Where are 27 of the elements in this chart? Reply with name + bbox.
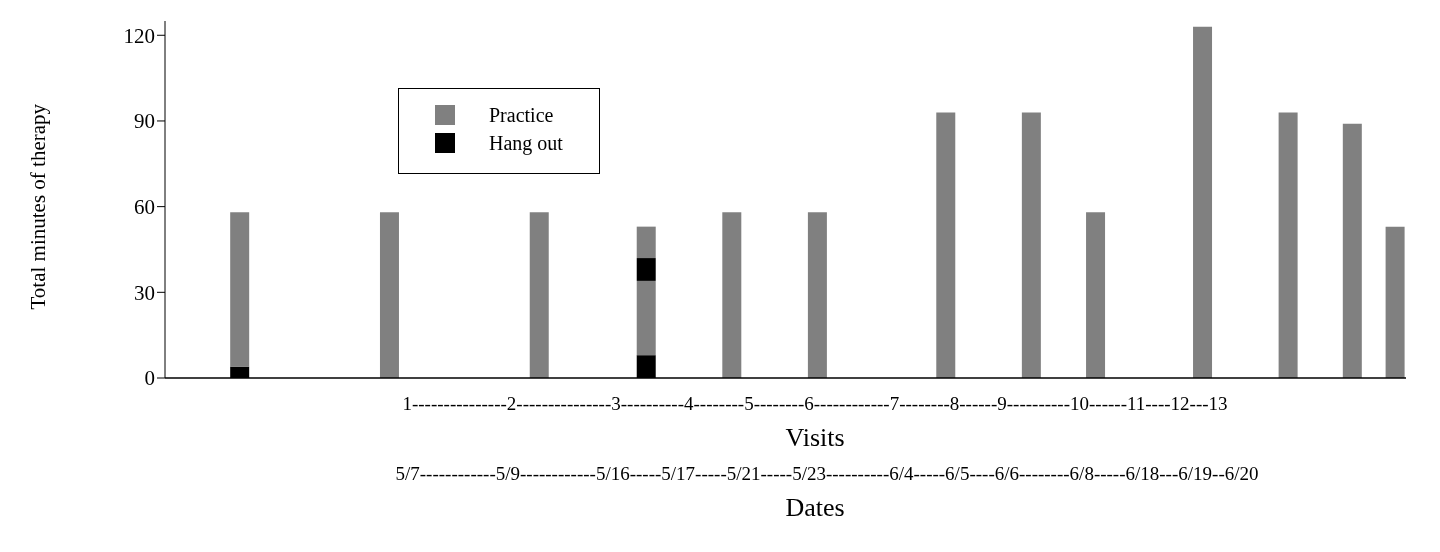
legend-label: Hang out (489, 131, 563, 155)
bar (722, 212, 742, 378)
text: 5/7------------5/9------------5/16-----5/17-----5/21-----5/23----------6/4-----6/5----6/6--------6/8-----6/18---6/19--6/20 (395, 463, 1259, 484)
bar (529, 212, 549, 378)
bar (636, 280, 656, 356)
bar (636, 226, 656, 259)
y-tick-label: 120 (123, 23, 155, 48)
bar (807, 212, 827, 378)
bar (1342, 123, 1362, 378)
text: 1---------------2---------------3----------4--------5--------6------------7--------8------9----------10------11----12---13 (402, 393, 1228, 414)
y-tick-label: 60 (134, 195, 155, 220)
bar (1193, 26, 1213, 378)
y-tick-label: 90 (134, 109, 155, 134)
bar (936, 112, 956, 378)
bar (1278, 112, 1298, 378)
bar (230, 212, 250, 367)
bar (379, 212, 399, 378)
y-axis-title: Total minutes of therapy (26, 103, 51, 310)
text: Dates (785, 493, 845, 522)
bar (636, 258, 656, 281)
x-axis-title: Visits (785, 423, 845, 452)
bar (1385, 226, 1405, 378)
bar (1086, 212, 1106, 378)
y-tick-label: 30 (134, 280, 155, 305)
legend-label: Practice (489, 103, 554, 127)
bar (1021, 112, 1041, 378)
y-tick-label: 0 (144, 366, 155, 391)
